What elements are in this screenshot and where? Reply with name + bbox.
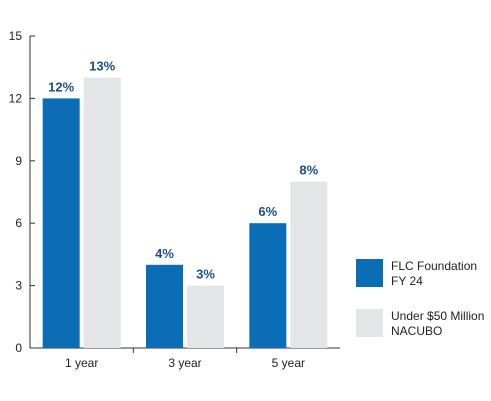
- data-label: 13%: [89, 59, 115, 74]
- bar: [42, 98, 80, 349]
- legend-label-flc-foundation: FLC Foundation FY 24: [391, 259, 478, 288]
- y-tick-label: 6: [15, 216, 22, 230]
- legend-swatch-flc-foundation: [356, 259, 383, 287]
- bar: [83, 77, 121, 348]
- legend-label-nacubo: Under $50 Million NACUBO: [391, 309, 485, 338]
- chart-bars: [42, 77, 328, 349]
- data-label: 6%: [258, 204, 277, 219]
- y-tick-label: 15: [9, 29, 23, 43]
- y-tick-label: 9: [15, 154, 22, 168]
- data-label: 3%: [196, 267, 215, 282]
- x-tick-label: 3 year: [168, 356, 201, 370]
- data-label: 12%: [48, 79, 74, 94]
- x-tick-label: 5 year: [272, 356, 305, 370]
- legend-swatch-nacubo: [356, 309, 383, 337]
- x-tick-label: 1 year: [65, 356, 98, 370]
- bar: [187, 285, 224, 348]
- bar: [249, 223, 287, 348]
- data-label: 8%: [299, 163, 318, 178]
- chart-labels: 12% 13% 4% 3% 6% 8%: [48, 59, 319, 282]
- y-tick-label: 3: [15, 279, 22, 293]
- bar: [146, 264, 183, 348]
- y-tick-label: 12: [9, 91, 23, 105]
- legend-item-nacubo: Under $50 Million NACUBO: [356, 309, 491, 339]
- bar: [290, 181, 328, 348]
- legend-item-flc-foundation: FLC Foundation FY 24: [356, 259, 491, 289]
- data-label: 4%: [155, 246, 174, 261]
- chart-axes: 0 3 6 9 12 15 1 year 3 year 5 year: [9, 29, 340, 370]
- y-tick-label: 0: [15, 341, 22, 355]
